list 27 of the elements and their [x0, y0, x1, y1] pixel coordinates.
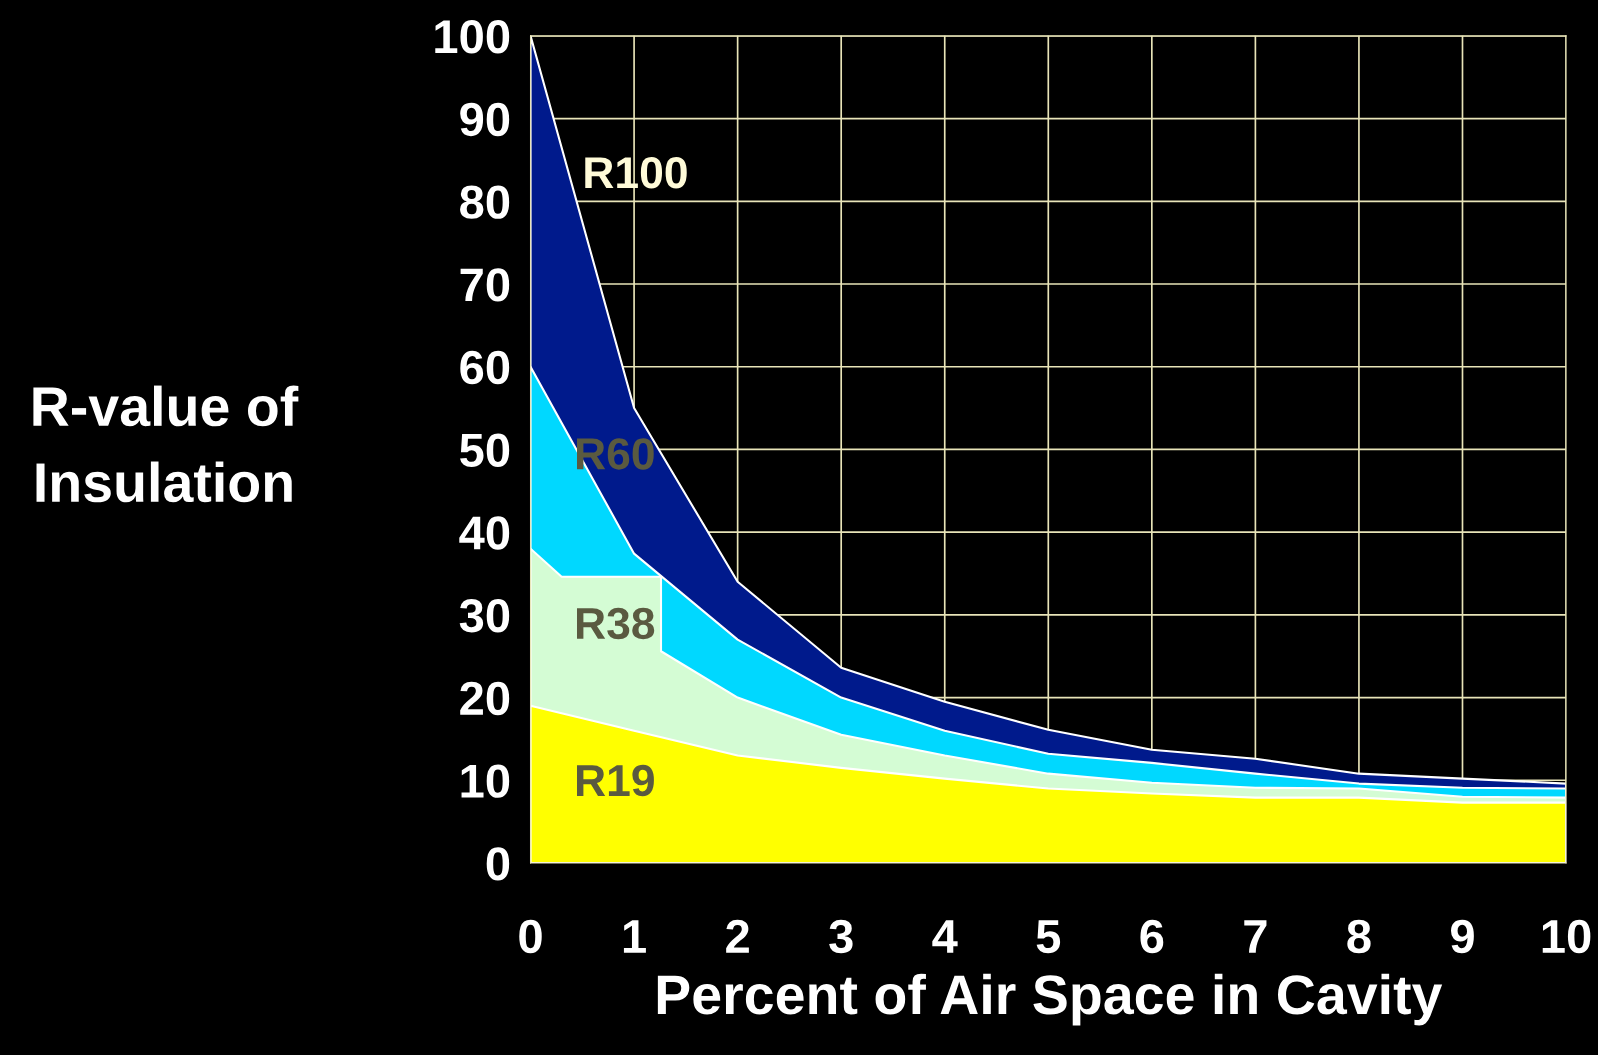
y-tick-label: 30	[459, 598, 510, 633]
x-axis-title: Percent of Air Space in Cavity	[657, 973, 1443, 1026]
series-label: R38	[577, 607, 655, 640]
y-tick-label: 0	[486, 847, 510, 881]
x-tick-label: 9	[1451, 919, 1474, 954]
y-tick-label: 60	[460, 350, 510, 385]
y-axis-title: R-value of Insulation	[33, 385, 299, 503]
y-tick-label: 70	[460, 268, 510, 302]
series-label: R19	[577, 764, 654, 797]
y-tick-label: 40	[459, 516, 510, 550]
y-tick-label: 10	[461, 764, 510, 798]
x-tick-label: 5	[1036, 920, 1061, 954]
y-tick-label: 90	[460, 102, 510, 137]
y-tick-label: 50	[460, 433, 510, 468]
y-tick-label: 80	[460, 185, 510, 219]
x-tick-label: 10	[1542, 919, 1591, 954]
x-tick-label: 8	[1347, 919, 1371, 954]
y-tick-label: 20	[460, 681, 510, 716]
x-tick-label: 2	[726, 919, 749, 953]
series-label: R60	[577, 438, 654, 470]
x-tick-label: 4	[932, 920, 958, 953]
x-tick-label: 0	[519, 919, 542, 954]
x-tick-label: 3	[829, 919, 853, 954]
x-tick-label: 1	[623, 920, 646, 953]
x-tick-label: 7	[1244, 920, 1267, 953]
x-tick-label: 6	[1140, 919, 1164, 954]
y-tick-label: 100	[435, 20, 510, 54]
